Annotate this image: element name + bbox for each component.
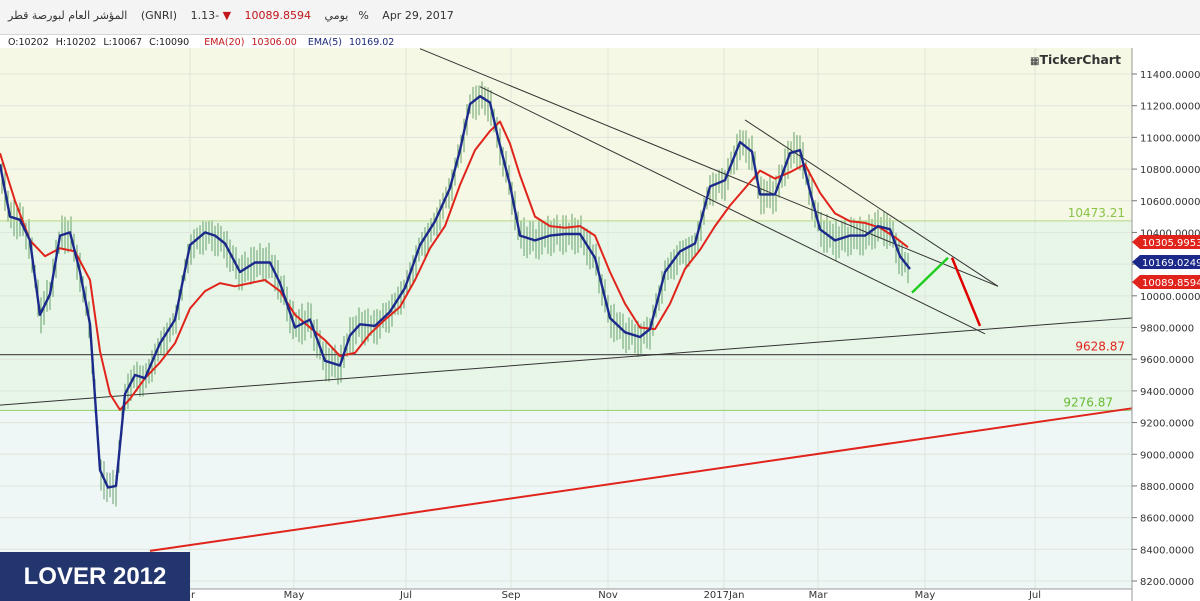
- level-label-mid: 9628.87: [1075, 340, 1125, 354]
- price-tag-label: 10305.9953: [1142, 238, 1200, 249]
- trend-lines[interactable]: [0, 48, 1133, 552]
- watermark-label: LOVER 2012: [0, 552, 190, 601]
- tickerchart-logo: ▦TickerChart: [1030, 52, 1121, 67]
- y-tick-label: 9800.0000: [1140, 324, 1194, 335]
- price-tag-label: 10169.0249: [1142, 258, 1200, 269]
- logo-icon: ▦: [1030, 56, 1040, 67]
- y-tick-label: 9600.0000: [1140, 355, 1194, 366]
- projection-arrows: [911, 256, 982, 327]
- trendline-downtrend-lower: [479, 86, 986, 335]
- trendline-recent-upper: [744, 119, 999, 287]
- ema5-value: 10169.02: [349, 37, 395, 48]
- y-tick-label: 11200.0000: [1140, 102, 1200, 113]
- level-lines: 10473.21 9628.87 9276.87: [0, 206, 1132, 411]
- trendline-long-term-rising: [149, 407, 1133, 552]
- last-price: 10089.8594: [244, 9, 312, 22]
- percent-change: -1.13%: [190, 9, 369, 22]
- y-tick-label: 8200.0000: [1140, 577, 1194, 588]
- x-tick-label: Sep: [502, 590, 521, 601]
- price-tags: 10305.9953 10169.0249 10089.8594: [1132, 235, 1200, 289]
- date-label: Apr 29, 2017: [382, 9, 454, 22]
- y-tick-label: 9400.0000: [1140, 387, 1194, 398]
- logo-text: TickerChart: [1039, 52, 1121, 67]
- x-tick-label: Jul: [1028, 590, 1041, 601]
- high-value: H:10202: [55, 37, 97, 48]
- x-tick-label: 2017Jan: [704, 590, 745, 601]
- y-tick-label: 8400.0000: [1140, 545, 1194, 556]
- low-value: L:10067: [103, 37, 143, 48]
- ema-series: [0, 95, 911, 489]
- y-tick-label: 11400.0000: [1140, 70, 1200, 81]
- y-tick-label: 10400.0000: [1140, 228, 1200, 239]
- y-tick-label: 10800.0000: [1140, 165, 1200, 176]
- interval-label[interactable]: يومي: [324, 9, 349, 22]
- price-tag-bg: [1132, 235, 1200, 249]
- zone-upper: [0, 48, 1132, 221]
- ema5-line: [0, 95, 911, 489]
- x-tick-label: May: [915, 590, 936, 601]
- price-tag-bg: [1132, 255, 1200, 269]
- projection-up: [911, 256, 949, 294]
- y-tick-label: 8800.0000: [1140, 482, 1194, 493]
- ema20-line: [0, 120, 909, 411]
- index-title: المؤشر العام لبورصة قطر: [8, 9, 128, 22]
- price-tag-bg: [1132, 275, 1200, 289]
- x-tick-label: May: [284, 590, 305, 601]
- y-axis-panel: [1132, 48, 1200, 601]
- open-value: O:10202: [8, 37, 49, 48]
- x-tick-label: Mar: [809, 590, 829, 601]
- y-tick-label: 8600.0000: [1140, 514, 1194, 525]
- x-tick-label: Jul: [399, 590, 412, 601]
- price-tag-label: 10089.8594: [1142, 278, 1200, 289]
- header-row: المؤشر العام لبورصة قطر (GNRI) يومي 1008…: [8, 9, 464, 22]
- projection-down: [950, 257, 982, 327]
- trendline-support-rising: [0, 317, 1133, 406]
- x-tick-label: ar: [185, 590, 196, 601]
- y-tick-label: 10600.0000: [1140, 197, 1200, 208]
- level-label-upper: 10473.21: [1068, 206, 1125, 220]
- y-axis: 11400.0000 11200.0000 11000.0000 10800.0000…: [1131, 48, 1200, 601]
- level-label-lower: 9276.87: [1063, 395, 1113, 409]
- x-tick-label: Nov: [598, 590, 618, 601]
- ohlc-legend: O:10202 H:10202 L:10067 C:10090 EMA(20) …: [8, 37, 398, 48]
- ema20-label: EMA(20): [204, 37, 245, 48]
- y-tick-label: 10000.0000: [1140, 292, 1200, 303]
- ema20-value: 10306.00: [251, 37, 297, 48]
- chart-header: المؤشر العام لبورصة قطر (GNRI) يومي 1008…: [0, 0, 1200, 35]
- down-arrow-icon: ▼: [222, 9, 232, 22]
- y-tick-label: 9000.0000: [1140, 450, 1194, 461]
- y-tick-label: 9200.0000: [1140, 419, 1194, 430]
- y-tick-label: 11000.0000: [1140, 133, 1200, 144]
- close-value: C:10090: [149, 37, 190, 48]
- symbol-code: (GNRI): [140, 9, 178, 22]
- ema5-label: EMA(5): [307, 37, 342, 48]
- trendline-downtrend-upper: [419, 48, 999, 287]
